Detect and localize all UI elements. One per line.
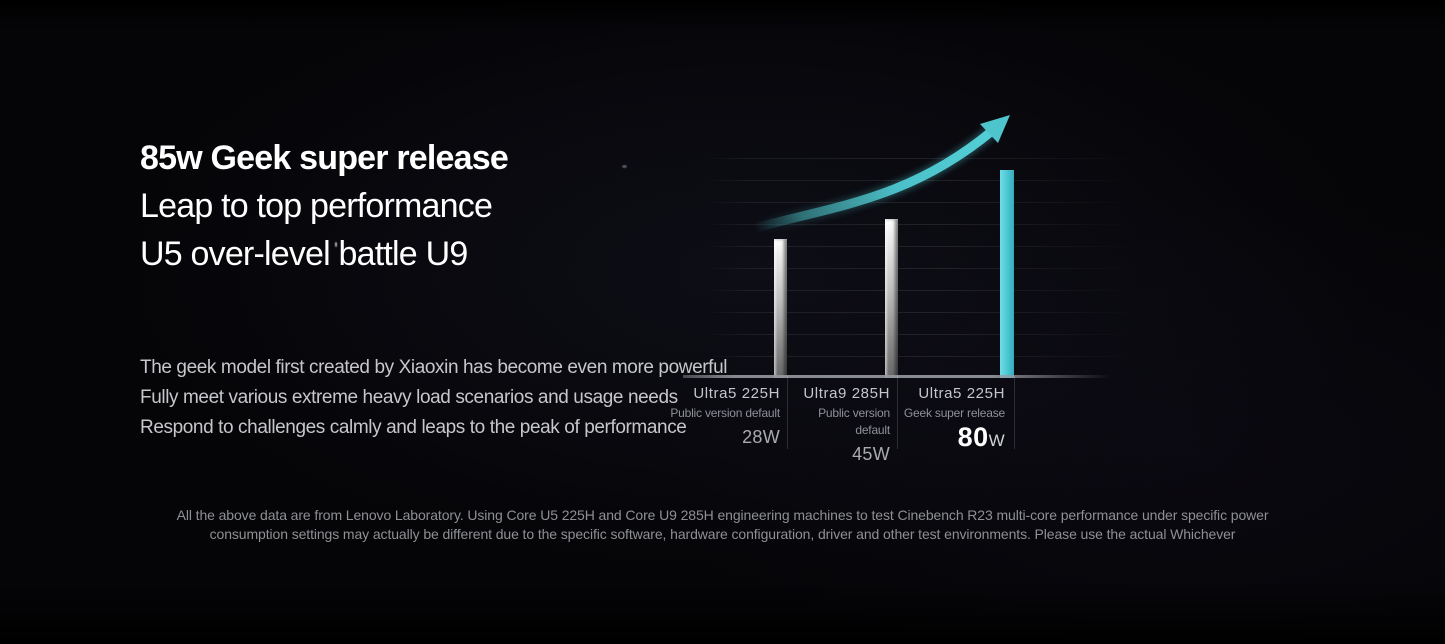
chip-label: Ultra5 225H [918,385,1005,402]
chart-baseline [683,375,1111,378]
column-divider [1014,376,1015,449]
body-line2: Fully meet various extreme heavy load sc… [140,387,678,408]
chart-column-3: Ultra5 225H Geek super release 80W [901,384,1005,456]
bar-ultra9-default [885,219,898,378]
gridline [705,158,1140,159]
disclaimer-line1: All the above data are from Lenovo Labor… [176,507,1269,523]
column-divider [787,376,788,449]
gridline [705,246,1140,247]
body-line3: Respond to challenges calmly and leaps t… [140,417,687,438]
headline: 85w Geek super release Leap to top perfo… [140,134,509,278]
chart-column-1: Ultra5 225H Public version default 28W [625,384,780,449]
body-copy: The geek model first created by Xiaoxin … [140,353,727,443]
headline-line2: Leap to top performance [140,187,493,225]
growth-arrow-icon [753,115,1010,235]
chip-label: Ultra5 225H [693,385,780,402]
bar-ultra5-geek [1000,170,1014,378]
gridline [705,334,1140,335]
chip-label: Ultra9 285H [803,385,890,402]
gridline [705,268,1140,269]
value-unit: W [988,431,1005,450]
bar-ultra5-default [774,239,787,378]
chart-column-2: Ultra9 285H Public version default 45W [791,384,890,466]
gridline [705,202,1140,203]
value-number: 45 [852,444,873,464]
mode-label: Public version default [670,406,780,420]
value-label-highlight: 80W [901,422,1005,456]
mode-label: Public version default [818,406,890,437]
body-line1: The geek model first created by Xiaoxin … [140,357,728,378]
value-number: 28 [742,427,763,447]
gridline [705,356,1140,357]
power-bar-chart: Ultra5 225H Public version default 28W U… [655,100,1155,480]
dust-speck [335,242,337,247]
dust-speck [622,165,627,168]
headline-line3: U5 over-level battle U9 [140,235,468,273]
value-label: 45W [791,442,890,466]
gridline [705,312,1140,313]
column-divider [897,376,898,449]
value-number: 80 [957,422,989,452]
disclaimer-line2: consumption settings may actually be dif… [209,526,1236,542]
gridline [705,290,1140,291]
disclaimer: All the above data are from Lenovo Labor… [0,506,1445,544]
value-unit: W [762,427,780,447]
value-unit: W [872,444,890,464]
headline-line1: 85w Geek super release [140,139,509,177]
mode-label: Geek super release [903,406,1005,420]
gridline [705,224,1140,225]
value-label: 28W [625,425,780,449]
